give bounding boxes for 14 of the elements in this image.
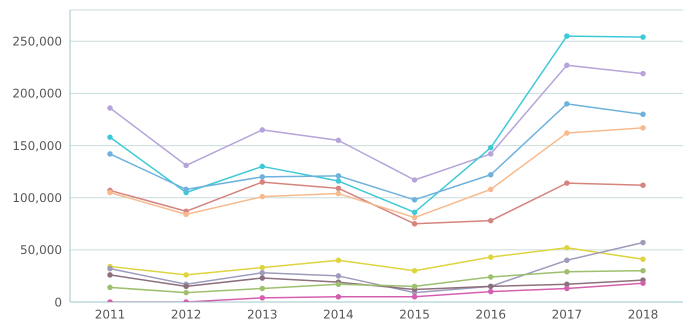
x-tick-label: 2017 [552,308,582,322]
x-tick-label: 2016 [475,308,506,322]
y-tick-label: 250,000 [12,34,62,49]
x-tick-label: 2013 [247,308,278,322]
x-tick-label: 2012 [170,308,202,322]
y-tick-label: 50,000 [20,243,62,258]
y-tick-label: 0 [54,295,62,310]
y-tick-label: 150,000 [12,138,62,153]
x-tick-label: 2014 [323,308,354,322]
x-tick-label: 2015 [399,308,430,322]
x-tick-label: 2018 [628,308,658,322]
y-tick-label: 100,000 [12,190,62,205]
y-tick-label: 200,000 [12,86,62,101]
x-tick-label: 2011 [94,308,126,322]
